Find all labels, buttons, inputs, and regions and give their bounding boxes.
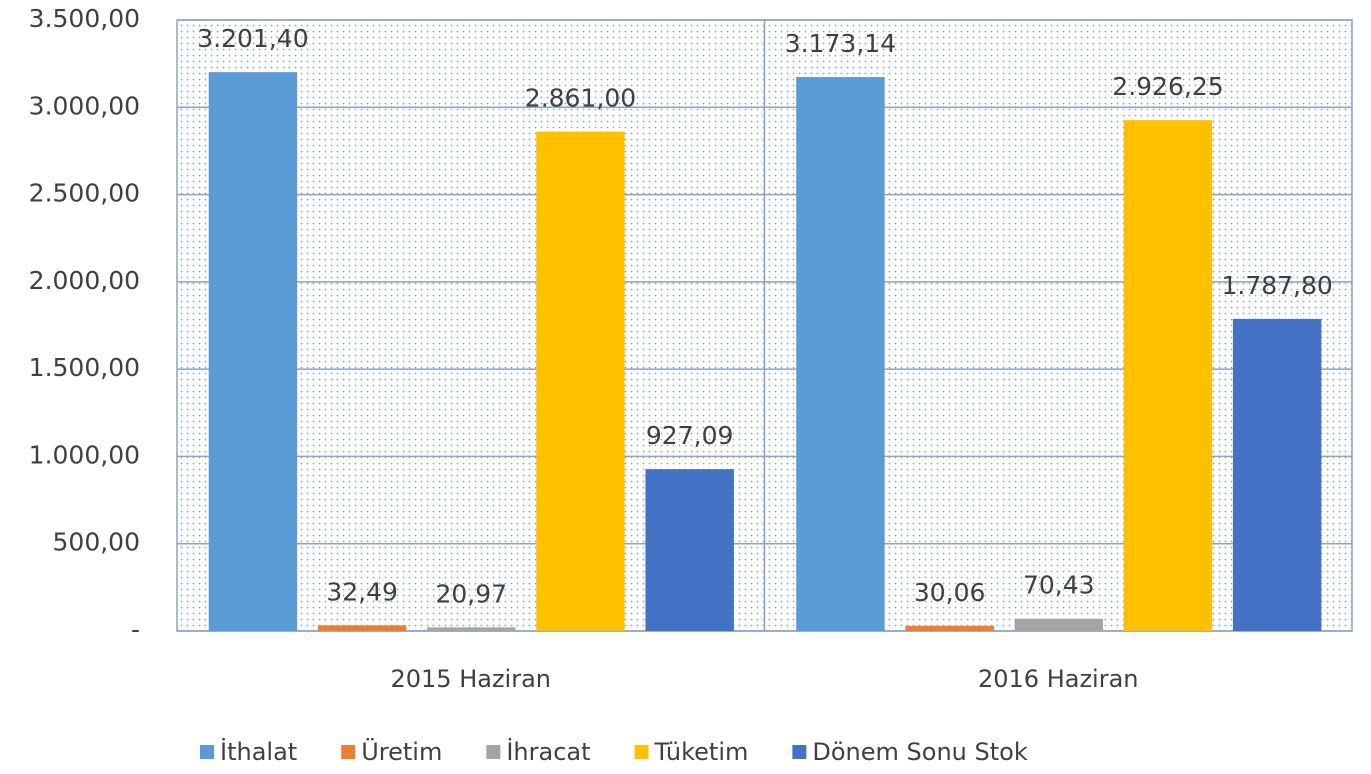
legend-swatch (792, 745, 807, 759)
legend-label: İhracat (506, 737, 590, 766)
legend-swatch (486, 745, 501, 759)
bar (1232, 318, 1322, 631)
bar (1014, 618, 1104, 631)
y-tick-label: 2.500,00 (29, 179, 140, 208)
data-label: 70,43 (1023, 571, 1095, 600)
legend-swatch (634, 745, 649, 759)
bar (1123, 120, 1213, 632)
data-label: 1.787,80 (1221, 271, 1332, 300)
data-label: 3.201,40 (197, 24, 308, 53)
data-label: 2.861,00 (525, 84, 636, 113)
y-tick-label: 3.000,00 (29, 91, 140, 120)
y-tick-label: 3.500,00 (29, 4, 140, 33)
y-tick-label: 500,00 (53, 528, 140, 557)
legend-swatch (200, 745, 214, 759)
y-tick-label: - (131, 615, 140, 644)
x-tick-label: 2016 Haziran (978, 665, 1139, 693)
y-tick-label: 1.000,00 (29, 440, 140, 469)
data-label: 927,09 (646, 421, 733, 450)
legend-label: Tüketim (654, 738, 749, 766)
bar (905, 625, 994, 631)
bar (208, 72, 298, 632)
bar (796, 77, 885, 631)
y-tick-label: 1.500,00 (29, 353, 140, 382)
legend-swatch (341, 745, 356, 759)
y-tick-label: 2.000,00 (29, 266, 140, 295)
legend-label: İthalat (220, 737, 297, 766)
data-label: 32,49 (326, 577, 398, 606)
data-label: 2.926,25 (1112, 72, 1223, 101)
x-tick-label: 2015 Haziran (390, 665, 551, 693)
bar (427, 627, 516, 631)
bar (536, 131, 625, 631)
bar (317, 625, 407, 631)
data-label: 20,97 (436, 579, 508, 608)
data-label: 3.173,14 (785, 29, 896, 58)
legend-label: Üretim (361, 737, 442, 766)
legend-label: Dönem Sonu Stok (812, 738, 1027, 766)
data-label: 30,06 (914, 578, 986, 607)
bar (645, 469, 734, 631)
